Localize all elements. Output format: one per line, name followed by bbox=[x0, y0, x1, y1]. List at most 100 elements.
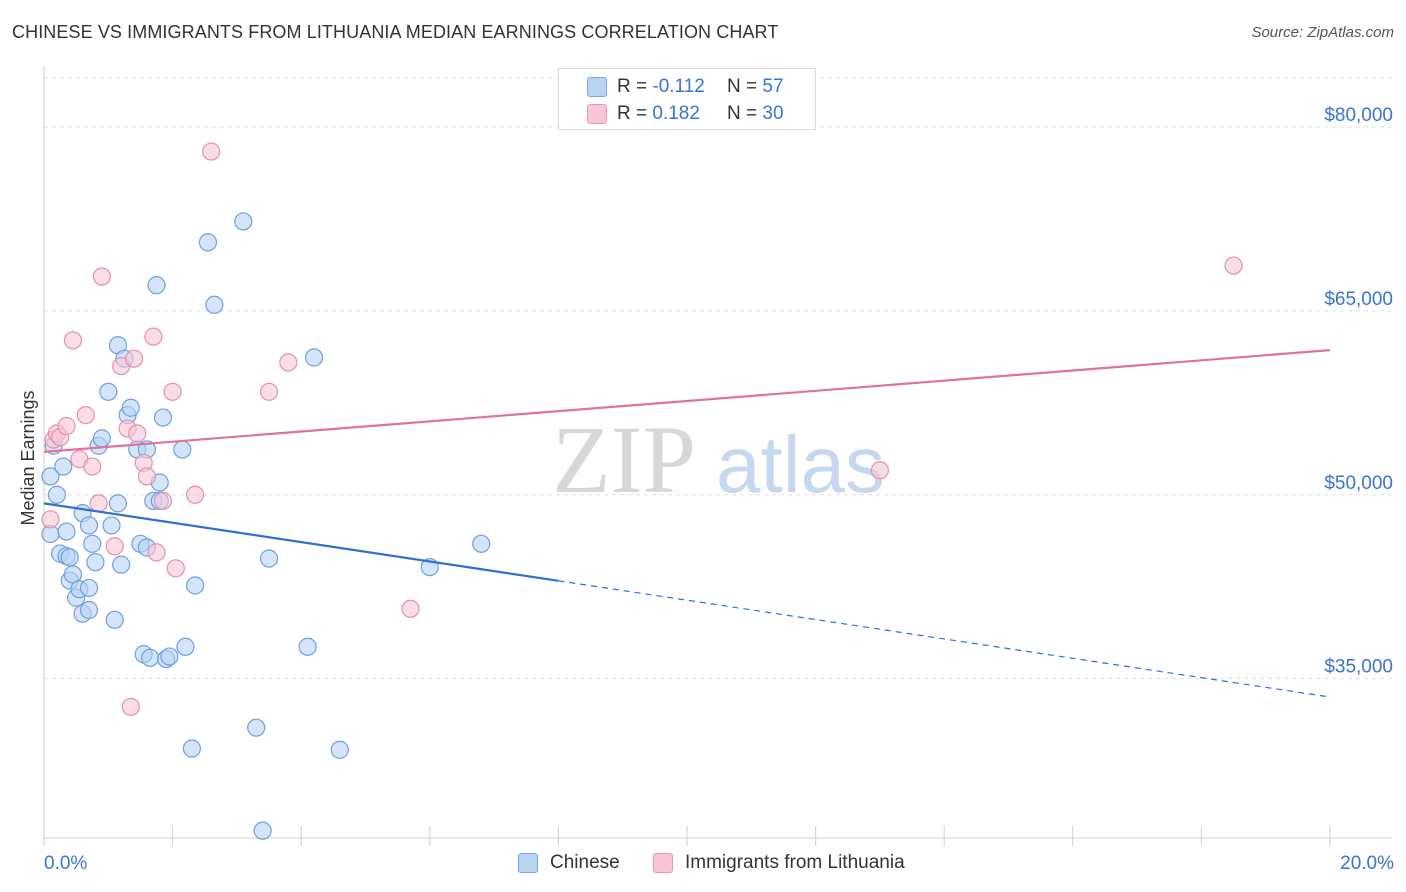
y-tick-label: $35,000 bbox=[1324, 657, 1393, 678]
lithuania-point bbox=[163, 382, 182, 401]
y-tick-label: $65,000 bbox=[1324, 289, 1393, 310]
chinese-point bbox=[92, 429, 111, 448]
n-value: 30 bbox=[762, 103, 784, 124]
chinese-point bbox=[112, 555, 131, 574]
chinese-point bbox=[47, 485, 66, 504]
lithuania-swatch bbox=[587, 104, 607, 124]
chinese-point bbox=[57, 522, 76, 541]
r-label: R = bbox=[617, 76, 653, 97]
lithuania-point bbox=[202, 142, 221, 161]
lithuania-swatch bbox=[653, 853, 673, 873]
lithuania-point bbox=[83, 457, 102, 476]
lithuania-point bbox=[57, 417, 76, 436]
chinese-point bbox=[86, 553, 105, 572]
lithuania-point bbox=[105, 537, 124, 556]
chart-title: CHINESE VS IMMIGRANTS FROM LITHUANIA MED… bbox=[12, 22, 779, 42]
y-tick-label: $50,000 bbox=[1324, 473, 1393, 494]
chinese-point bbox=[247, 718, 266, 737]
chinese-point bbox=[173, 440, 192, 459]
chinese-point bbox=[108, 494, 128, 513]
stats-legend: R = -0.112 N = 57 R = 0.182 N = 30 bbox=[558, 68, 816, 130]
lithuania-point bbox=[76, 405, 95, 425]
chinese-point bbox=[54, 457, 73, 476]
chinese-point bbox=[79, 516, 99, 535]
lithuania-point bbox=[1224, 256, 1243, 275]
watermark-atlas: atlas bbox=[716, 420, 885, 509]
chinese-point bbox=[176, 637, 195, 656]
chinese-point bbox=[99, 382, 118, 401]
lithuania-point bbox=[279, 353, 298, 372]
r-value: 0.182 bbox=[652, 103, 700, 124]
chinese-point bbox=[198, 233, 218, 252]
watermark: ZIP atlas bbox=[552, 406, 885, 513]
chinese-point bbox=[147, 276, 166, 295]
chinese-point bbox=[41, 467, 60, 486]
lithuania-point bbox=[41, 510, 60, 529]
chinese-point bbox=[102, 516, 121, 535]
lithuania-point bbox=[63, 331, 83, 350]
lithuania-point bbox=[89, 494, 108, 513]
lithuania-point bbox=[870, 461, 890, 480]
chinese-point bbox=[182, 739, 201, 758]
x-tick-label: 0.0% bbox=[44, 853, 87, 874]
lithuania-point bbox=[92, 267, 111, 286]
lithuania-point bbox=[124, 349, 144, 368]
legend-label-lithuania: Immigrants from Lithuania bbox=[685, 852, 905, 873]
stats-row-lithuania: R = 0.182 N = 30 bbox=[587, 102, 784, 126]
chinese-point bbox=[79, 600, 99, 620]
chinese-point bbox=[60, 548, 79, 567]
y-axis-title: Median Earnings bbox=[18, 390, 38, 525]
trend-lines bbox=[43, 349, 1331, 698]
series-legend: Chinese Immigrants from Lithuania bbox=[0, 852, 1406, 878]
legend-label-chinese: Chinese bbox=[550, 852, 620, 873]
chinese-point bbox=[253, 821, 272, 840]
legend-item-chinese[interactable]: Chinese bbox=[518, 852, 620, 874]
chinese-point bbox=[83, 534, 102, 553]
chinese-trend-line bbox=[43, 502, 559, 582]
lithuania-point bbox=[153, 491, 173, 511]
lithuania-point bbox=[166, 559, 185, 578]
lithuania-point bbox=[144, 327, 163, 346]
y-tick-label: $80,000 bbox=[1324, 105, 1393, 126]
chinese-swatch bbox=[587, 77, 607, 97]
grid-lines bbox=[44, 77, 1392, 680]
chinese-trend-extension bbox=[558, 580, 1331, 698]
lithuania-point bbox=[186, 485, 205, 504]
legend-item-lithuania[interactable]: Immigrants from Lithuania bbox=[653, 852, 905, 874]
chinese-point bbox=[205, 295, 224, 314]
r-label: R = bbox=[617, 103, 653, 124]
chinese-point bbox=[472, 534, 491, 553]
n-label: N = bbox=[727, 76, 763, 97]
x-tick-label: 20.0% bbox=[1340, 853, 1394, 874]
chinese-swatch bbox=[518, 853, 538, 873]
chinese-point bbox=[234, 212, 253, 231]
chinese-point bbox=[160, 647, 179, 666]
lithuania-point bbox=[259, 382, 279, 401]
lithuania-point bbox=[401, 599, 420, 618]
chinese-point bbox=[140, 648, 160, 667]
lithuania-point bbox=[121, 697, 140, 716]
axis-labels: $35,000 $50,000 $65,000 $80,000 0.0% 20.0% Med… bbox=[18, 105, 1394, 874]
axes bbox=[43, 66, 1392, 846]
chinese-point bbox=[330, 740, 349, 759]
chinese-point bbox=[121, 398, 140, 417]
chinese-point bbox=[79, 578, 99, 598]
n-label: N = bbox=[727, 103, 763, 124]
watermark-zip: ZIP bbox=[552, 406, 696, 513]
chinese-point bbox=[304, 348, 324, 367]
lithuania-point bbox=[137, 467, 156, 486]
source-label: Source: ZipAtlas.com bbox=[1251, 24, 1394, 41]
r-value: -0.112 bbox=[652, 76, 705, 97]
lithuania-point bbox=[128, 424, 147, 443]
chinese-point bbox=[259, 549, 279, 568]
lithuania-point bbox=[147, 543, 166, 562]
n-value: 57 bbox=[762, 76, 784, 97]
stats-row-chinese: R = -0.112 N = 57 bbox=[587, 75, 784, 99]
lithuania-trend-line bbox=[43, 349, 1331, 453]
chinese-point bbox=[105, 610, 124, 629]
chinese-point bbox=[186, 576, 205, 595]
chinese-point bbox=[153, 408, 173, 427]
chinese-point bbox=[298, 637, 317, 656]
data-points bbox=[41, 142, 1243, 840]
